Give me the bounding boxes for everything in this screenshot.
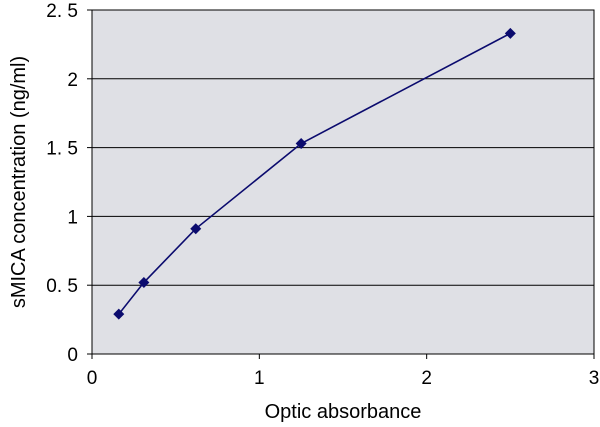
data-point [504,27,516,39]
x-axis-ticks: 0 1 2 3 [87,354,600,389]
y-tick-label: 0 [67,345,78,366]
y-tick-label: 2 [67,70,78,91]
plot-frame [91,9,595,355]
x-tick-label: 3 [589,368,600,389]
series-group [113,27,516,320]
data-point [295,137,307,149]
x-axis-label: Optic absorbance [265,401,422,423]
x-tick-label: 1 [254,368,265,389]
y-tick-label: 2. 5 [46,1,78,22]
data-point [190,223,202,235]
y-tick-label: 1 [67,207,78,228]
y-axis-ticks: 0 0. 5 1 1. 5 2 2. 5 [46,1,92,366]
data-point [138,276,150,288]
x-tick-label: 2 [421,368,432,389]
plot-area [92,10,594,354]
x-tick-label: 0 [87,368,98,389]
y-tick-label: 0. 5 [46,276,78,297]
y-tick-label: 1. 5 [46,139,78,160]
gridlines [92,78,594,286]
data-point [113,308,125,320]
y-axis-label: sMICA concentration (ng/ml) [8,56,30,308]
